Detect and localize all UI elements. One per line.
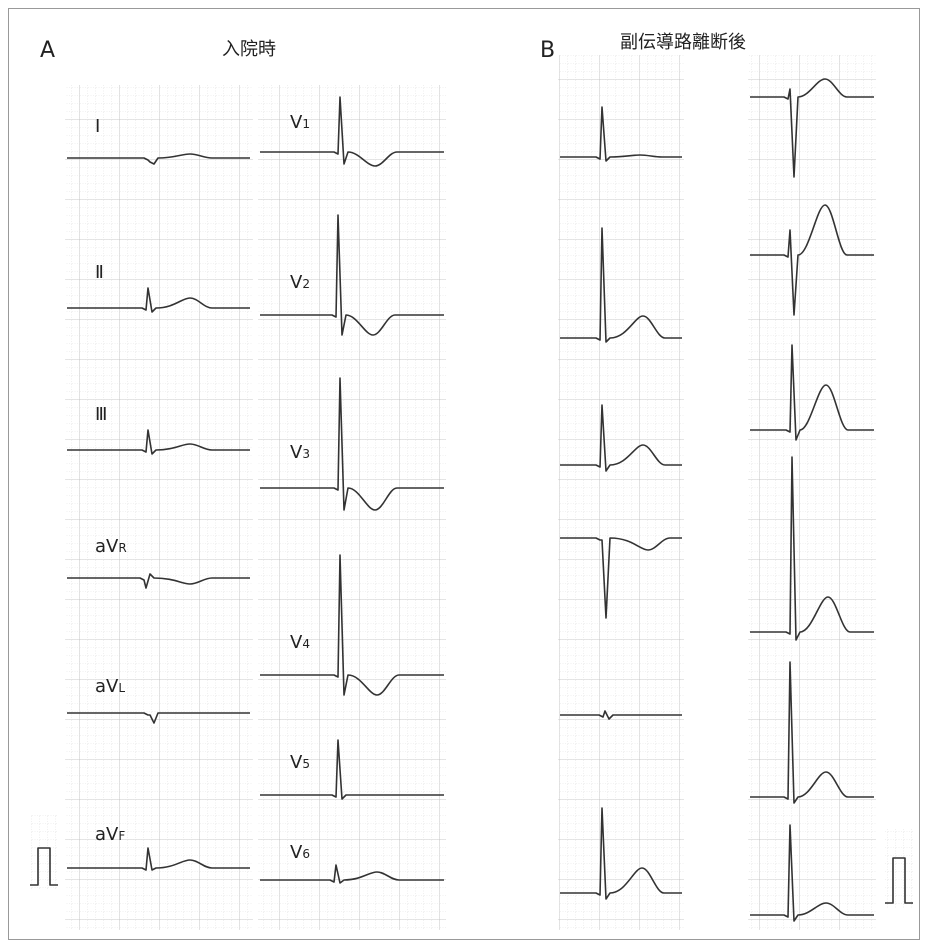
lead-sub: R: [118, 541, 126, 555]
grid: [885, 828, 913, 908]
lead-sub: 2: [302, 277, 310, 291]
lead-name: V: [290, 442, 303, 463]
grid: [558, 55, 684, 930]
grid: [748, 55, 876, 930]
grid: [30, 815, 58, 890]
lead-label: Ⅲ: [95, 404, 107, 425]
lead-name: Ⅲ: [95, 404, 107, 425]
lead-label: Ⅰ: [95, 116, 100, 137]
panel-title: 入院時: [222, 39, 276, 60]
lead-name: Ⅰ: [95, 116, 100, 137]
lead-sub: L: [118, 681, 125, 695]
lead-name: aV: [95, 676, 119, 697]
lead-label: Ⅱ: [95, 262, 104, 283]
lead-name: V: [290, 842, 303, 863]
lead-sub: 5: [302, 757, 310, 771]
ecg-figure: A 入院時 B 副伝導路離断後 ⅠⅡⅢaVRaVLaVFV1V2V3V4V5V6: [0, 0, 928, 948]
lead-name: V: [290, 632, 303, 653]
lead-name: V: [290, 112, 303, 133]
panel-label: A: [40, 38, 55, 63]
panel-title: 副伝導路離断後: [620, 32, 746, 53]
lead-sub: F: [118, 829, 125, 843]
lead-sub: 1: [302, 117, 310, 131]
lead-name: Ⅱ: [95, 262, 104, 283]
lead-sub: 4: [302, 637, 310, 651]
lead-name: V: [290, 752, 303, 773]
lead-name: aV: [95, 536, 119, 557]
lead-sub: 3: [302, 447, 310, 461]
panel-label: B: [540, 38, 555, 63]
lead-sub: 6: [302, 847, 310, 861]
lead-name: V: [290, 272, 303, 293]
lead-name: aV: [95, 824, 119, 845]
grid: [65, 85, 253, 930]
grid: [258, 85, 446, 930]
